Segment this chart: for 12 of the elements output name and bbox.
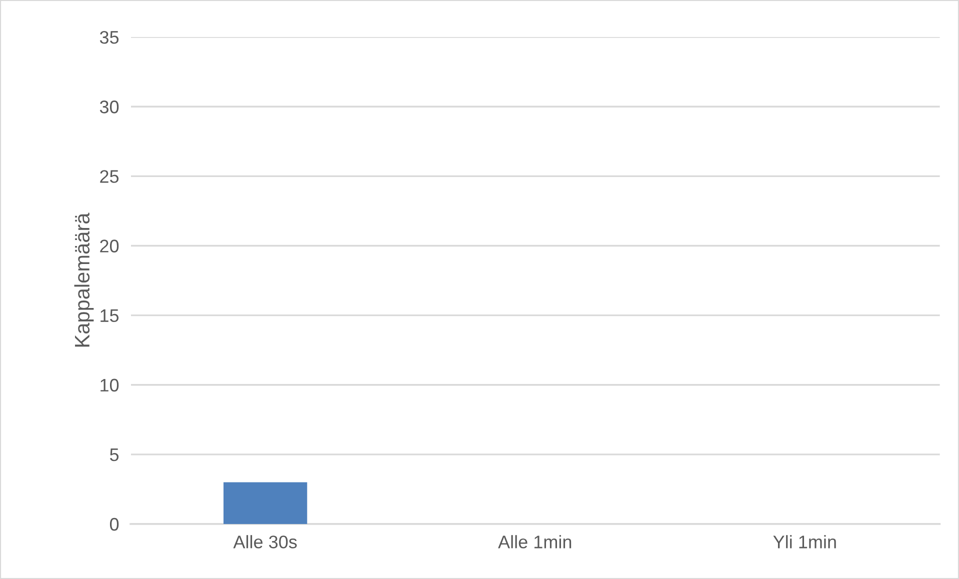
y-tick-label: 30 [100,100,119,114]
y-tick-label: 5 [110,448,119,462]
y-tick-label: 10 [100,378,119,392]
y-tick-label: 35 [100,30,119,44]
x-tick-label: Alle 1min [498,535,572,548]
y-axis-title: Kappalemäärä [74,212,94,347]
x-tick-label: Alle 30s [233,535,297,548]
y-tick-label: 0 [110,518,119,531]
y-tick-label: 15 [100,309,119,322]
y-tick-label: 25 [100,170,119,183]
y-tick-label: 20 [100,240,119,252]
x-tick-label: Yli 1min [773,535,836,548]
